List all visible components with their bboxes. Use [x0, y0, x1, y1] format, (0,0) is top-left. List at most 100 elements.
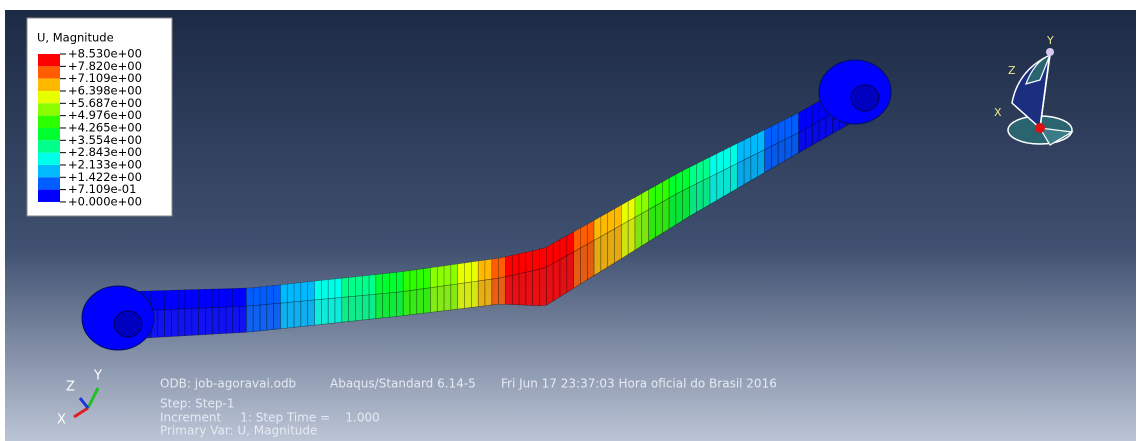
beam-face: [417, 269, 424, 290]
beam-side: [594, 237, 601, 276]
beam-side: [505, 275, 512, 304]
beam-face: [717, 150, 724, 173]
beam-face: [771, 123, 778, 146]
beam-face: [403, 271, 410, 292]
beam-face: [424, 268, 431, 289]
beam-face: [465, 262, 472, 283]
beam-face: [274, 285, 281, 304]
beam-face: [233, 288, 240, 306]
beam-face: [792, 113, 799, 136]
beam-face: [471, 261, 478, 282]
beam-face: [205, 289, 212, 308]
beam-side: [778, 140, 785, 165]
beam-side: [212, 307, 219, 334]
beam-face: [369, 275, 376, 295]
beam-face: [246, 288, 253, 306]
beam-side: [621, 221, 628, 258]
beam-side: [321, 299, 328, 325]
beam-face: [730, 143, 737, 166]
beam-face: [165, 290, 172, 309]
beam-side: [417, 289, 424, 314]
beam-face: [676, 171, 683, 195]
beam-side: [267, 304, 274, 330]
beam-side: [819, 117, 826, 141]
legend-title: U, Magnitude: [37, 31, 114, 45]
beam-side: [655, 202, 662, 237]
beam-side: [185, 308, 192, 335]
beam-face: [444, 265, 451, 286]
beam-side: [369, 294, 376, 319]
beam-face: [376, 274, 383, 294]
beam-face: [253, 287, 260, 306]
beam-face: [362, 275, 369, 295]
beam-side: [165, 309, 172, 337]
axis-x: X: [57, 413, 66, 428]
beam-face: [690, 164, 697, 187]
beam-side: [158, 310, 165, 338]
beam-face: [778, 120, 785, 143]
beam-face: [171, 290, 178, 309]
roller-hole: [851, 85, 879, 111]
beam-side: [376, 294, 383, 319]
beam-side: [690, 184, 697, 216]
legend-swatch: [38, 54, 60, 66]
beam-side: [730, 163, 737, 192]
beam-face: [410, 270, 417, 291]
beam-face: [199, 289, 206, 308]
beam-side: [485, 279, 492, 306]
beam-face: [328, 279, 335, 299]
beam-face: [526, 251, 533, 273]
axis-y: Y: [93, 369, 102, 384]
beam-side: [751, 153, 758, 180]
beam-face: [430, 267, 437, 288]
odb-name: ODB: job-agoravai.odb: [160, 377, 296, 391]
beam-side: [383, 293, 390, 318]
beam-face: [785, 116, 792, 139]
beam-side: [444, 285, 451, 311]
legend-swatch: [38, 91, 60, 103]
beam-face: [505, 255, 512, 277]
beam-side: [205, 308, 212, 335]
beam-side: [287, 302, 294, 328]
beam-side: [540, 267, 547, 306]
beam-side: [608, 229, 615, 267]
viewport: U, Magnitude +8.530e+00+7.820e+00+7.109e…: [0, 0, 1141, 441]
beam-side: [471, 281, 478, 307]
legend-swatch: [38, 128, 60, 140]
beam-side: [178, 309, 185, 336]
beam-face: [308, 281, 315, 300]
beam-side: [642, 210, 649, 246]
beam-face: [478, 260, 485, 281]
beam-face: [485, 259, 492, 280]
beam-side: [437, 286, 444, 312]
beam-side: [785, 136, 792, 161]
legend-swatch: [38, 140, 60, 152]
view-axis-x: X: [994, 106, 1002, 119]
beam-side: [396, 292, 403, 317]
beam-face: [499, 257, 506, 278]
beam-side: [758, 150, 765, 177]
beam-face: [335, 278, 342, 298]
beam-side: [301, 301, 308, 327]
legend-swatch: [38, 165, 60, 177]
beam-side: [451, 284, 458, 310]
beam-face: [287, 283, 294, 302]
beam-side: [192, 308, 199, 335]
beam-side: [560, 256, 567, 297]
beam-face: [294, 283, 301, 302]
beam-face: [451, 264, 458, 285]
beam-face: [724, 147, 731, 170]
beam-face: [799, 109, 806, 133]
legend-swatch: [38, 116, 60, 128]
beam-face: [696, 160, 703, 183]
beam-face: [437, 266, 444, 287]
legend-swatch: [38, 103, 60, 115]
beam-face: [751, 133, 758, 156]
beam-face: [703, 157, 710, 180]
beam-face: [226, 288, 233, 307]
beam-face: [533, 249, 540, 271]
beam-side: [260, 304, 267, 331]
beam-side: [669, 194, 676, 229]
beam-side: [219, 307, 226, 334]
beam-side: [403, 291, 410, 316]
